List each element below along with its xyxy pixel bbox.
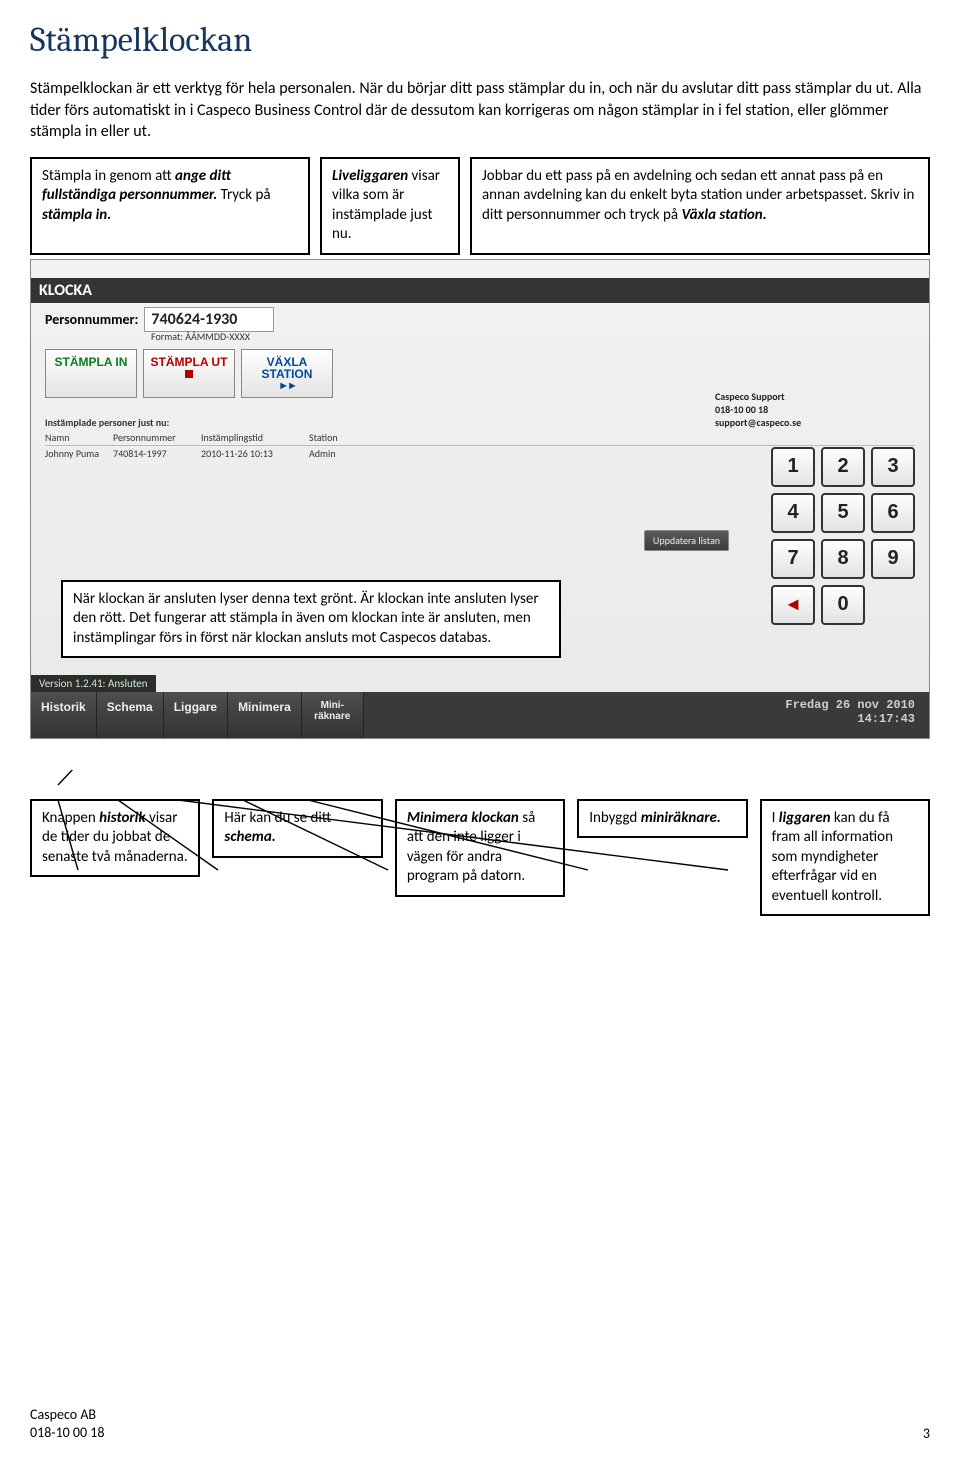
numeric-keypad: 1 2 3 4 5 6 7 8 9 ◄ 0 [715,447,915,625]
support-panel: Caspeco Support 018-10 00 18 support@cas… [715,390,915,625]
callout-stampla-in: Stämpla in genom att ange ditt fullständ… [30,157,310,255]
col-namn: Namn [45,431,105,444]
personnummer-label: Personnummer: [45,311,138,328]
key-8[interactable]: 8 [821,539,865,579]
callout-vaxla-station: Jobbar du ett pass på en avdelning och s… [470,157,930,255]
tab-schema[interactable]: Schema [97,692,164,738]
version-status: Version 1.2.41: Ansluten [31,675,156,692]
callout-historik: Knappen historik visar de tider du jobba… [30,799,200,878]
key-5[interactable]: 5 [821,493,865,533]
page-number: 3 [923,1425,930,1442]
callout-liveliggaren: Liveliggaren visar vilka som är instämpl… [320,157,460,255]
tab-historik[interactable]: Historik [31,692,97,738]
stampla-ut-button[interactable]: STÄMPLA UT [143,349,235,398]
page-footer: Caspeco AB 018-10 00 18 [30,1406,104,1442]
key-2[interactable]: 2 [821,447,865,487]
key-1[interactable]: 1 [771,447,815,487]
clock-datetime: Fredag 26 nov 2010 14:17:43 [785,692,929,738]
tab-miniraknare[interactable]: Mini- räknare [302,692,364,738]
key-9[interactable]: 9 [871,539,915,579]
bottom-toolbar: Historik Schema Liggare Minimera Mini- r… [31,692,929,738]
callout-minimera: Minimera klockan så att den inte ligger … [395,799,565,897]
callout-miniraknare: Inbyggd miniräknare. [577,799,747,839]
key-3[interactable]: 3 [871,447,915,487]
key-7[interactable]: 7 [771,539,815,579]
callout-connection-status: När klockan är ansluten lyser denna text… [61,580,561,659]
tab-liggare[interactable]: Liggare [164,692,228,738]
key-0[interactable]: 0 [821,585,865,625]
stampla-in-button[interactable]: STÄMPLA IN [45,349,137,398]
callout-liggare: I liggaren kan du få fram all informatio… [760,799,930,917]
col-stn: Station [309,431,369,444]
personnummer-input[interactable]: 740624-1930 [144,307,274,332]
update-list-button[interactable]: Uppdatera listan [644,530,729,551]
key-4[interactable]: 4 [771,493,815,533]
intro-paragraph: Stämpelklockan är ett verktyg för hela p… [30,78,930,143]
page-title: Stämpelklockan [30,20,930,60]
col-tid: Instämplingstid [201,431,301,444]
app-screenshot: KLOCKA Personnummer: 740624-1930 Format:… [30,259,930,739]
tab-minimera[interactable]: Minimera [228,692,302,738]
window-section-title: KLOCKA [31,278,929,303]
key-6[interactable]: 6 [871,493,915,533]
vaxla-station-button[interactable]: VÄXLA STATION ►► [241,349,333,398]
key-backspace[interactable]: ◄ [771,585,815,625]
callout-schema: Här kan du se ditt schema. [212,799,382,858]
col-pnr: Personnummer [113,431,193,444]
